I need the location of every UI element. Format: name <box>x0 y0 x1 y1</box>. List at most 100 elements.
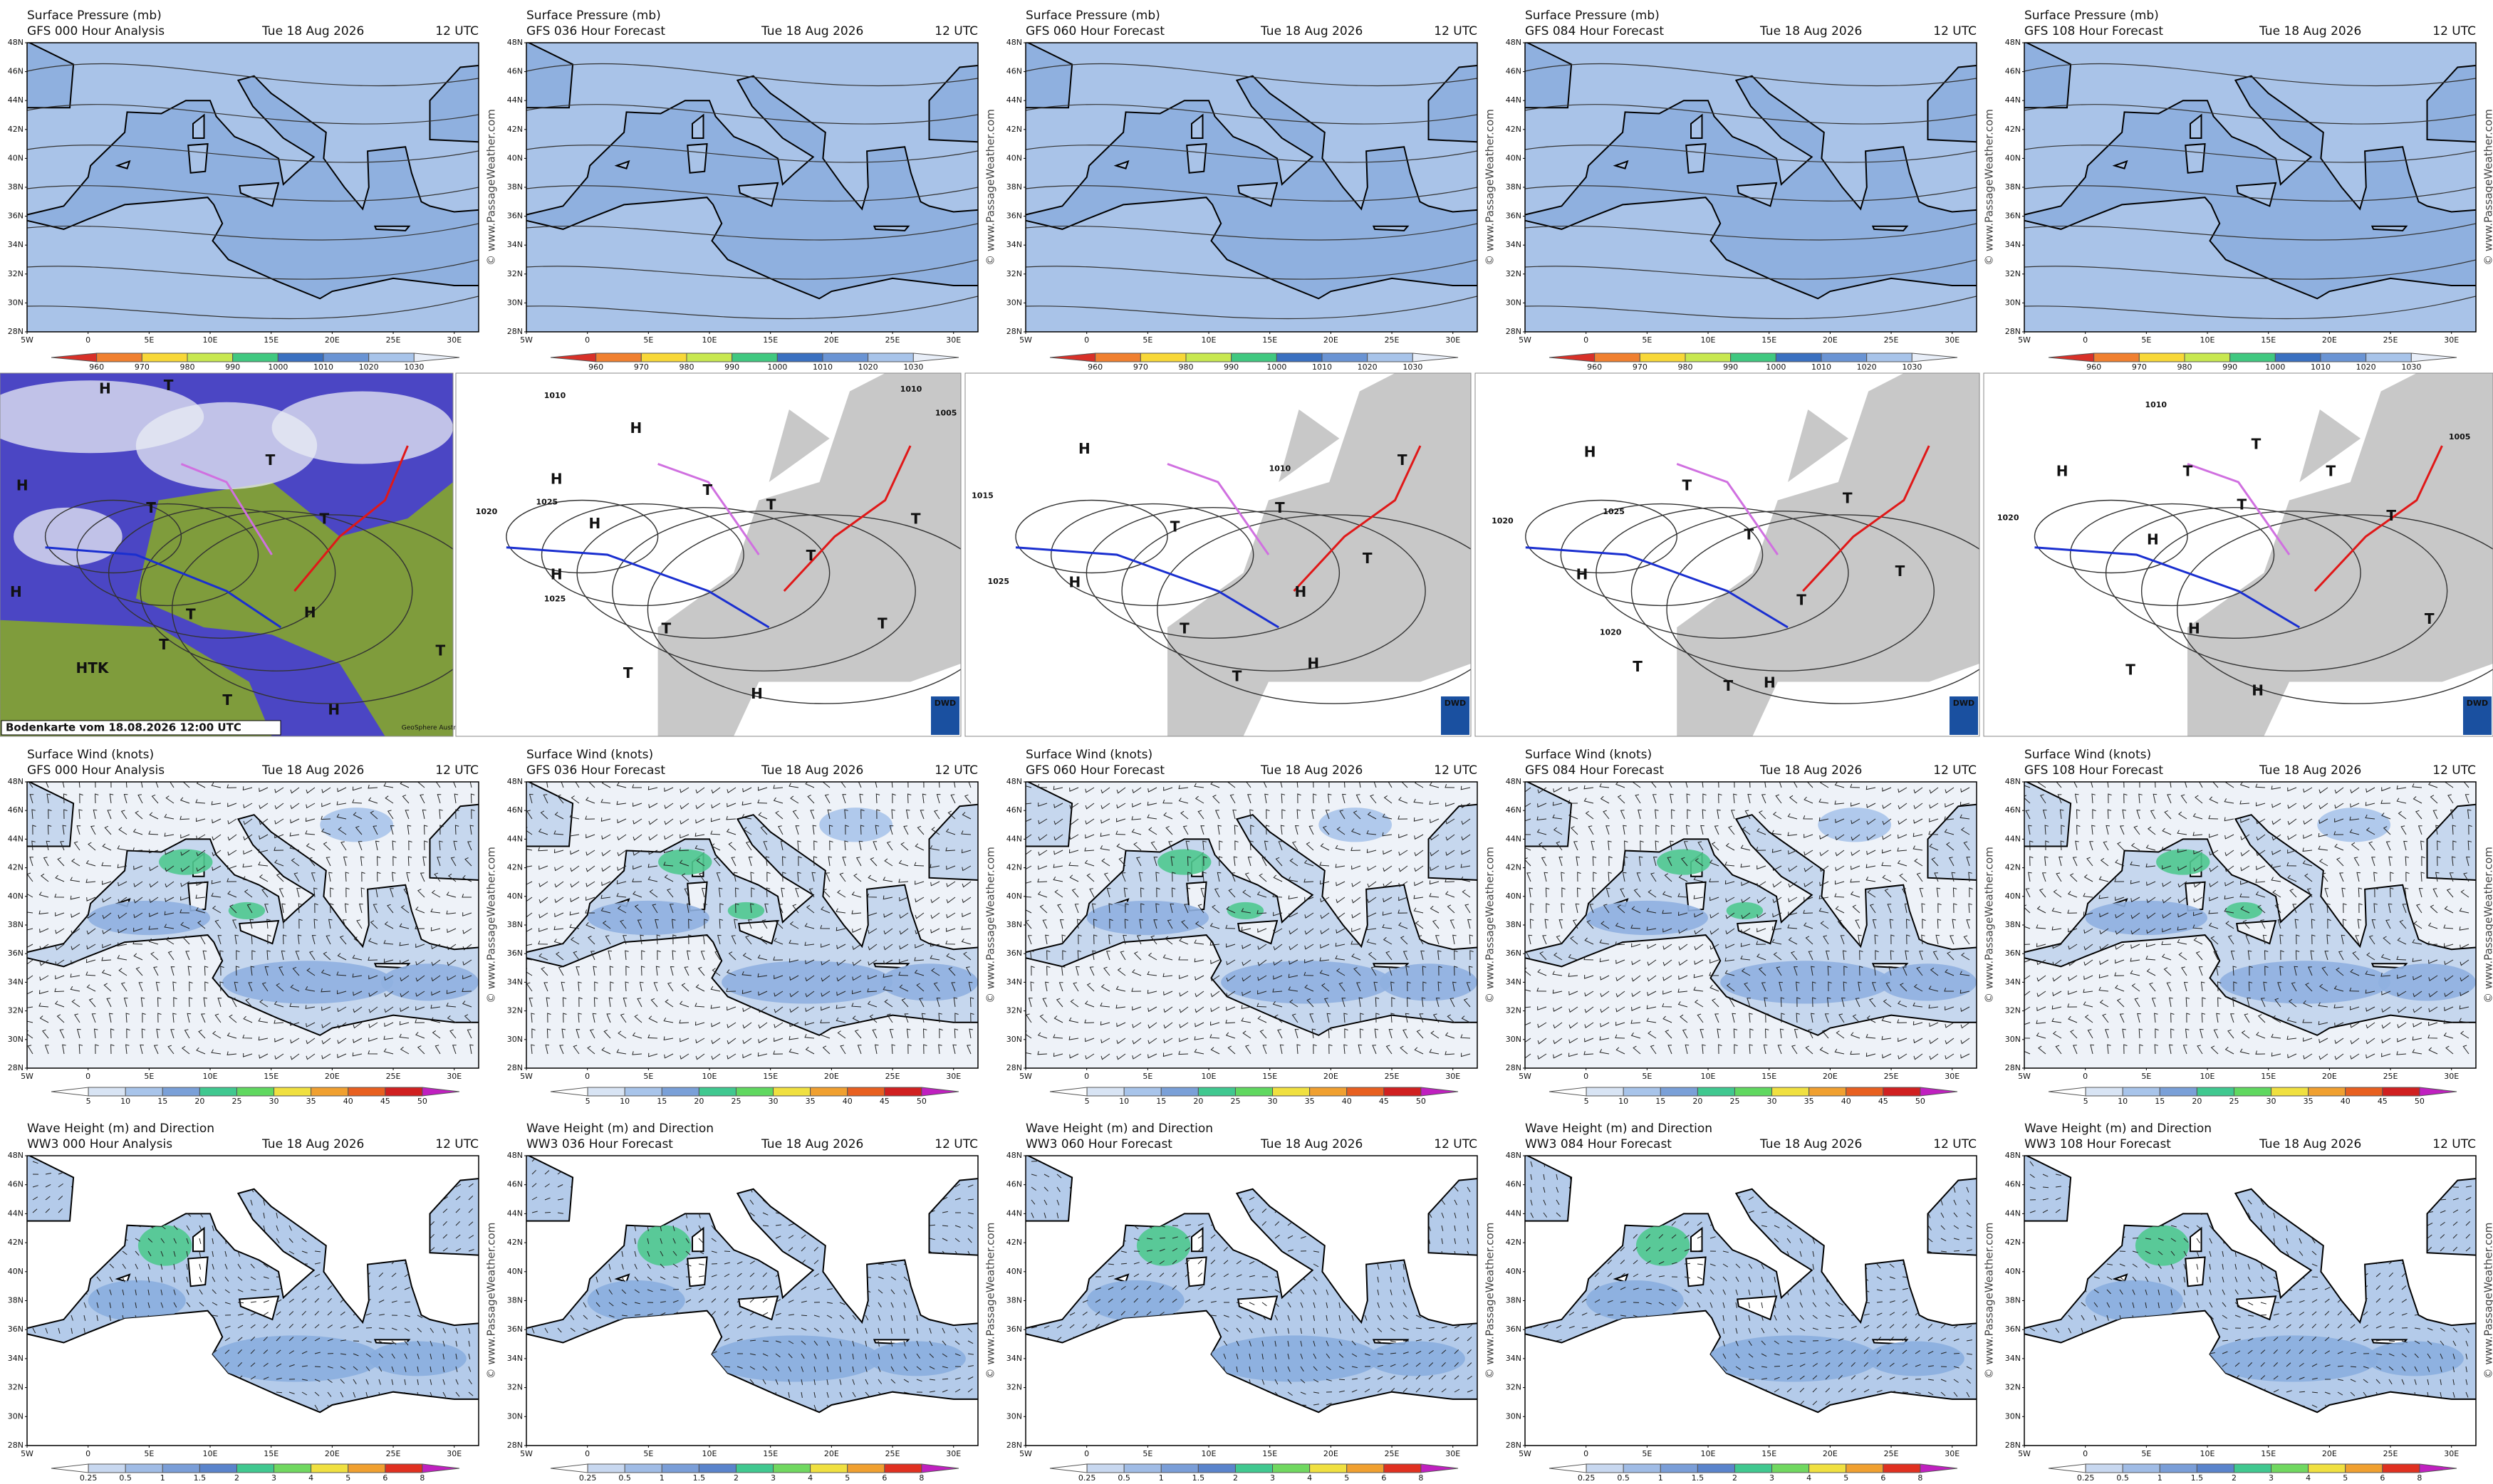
lon-tick-label: 20E <box>1823 1449 1838 1458</box>
lat-tick-label: 34N <box>8 240 24 249</box>
direction-marks <box>1525 782 1973 1060</box>
lon-tick-label: 30E <box>946 1072 961 1081</box>
lat-tick-label: 38N <box>8 182 24 192</box>
colorbar-cell <box>1160 1087 1199 1097</box>
colorbar-cell <box>1808 1463 1847 1473</box>
colorbar-cell <box>1734 1463 1773 1473</box>
colorbar-cell <box>2159 1463 2197 1473</box>
synoptic-label: H <box>16 477 28 494</box>
colorbar-label: 25 <box>731 1097 741 1106</box>
colorbar-cell <box>868 352 914 362</box>
lat-tick-label: 36N <box>507 211 523 221</box>
watermark: © www.PassageWeather.com <box>2482 109 2493 266</box>
synoptic-label: T <box>164 377 174 394</box>
isobar <box>2177 514 2493 704</box>
lat-tick-label: 34N <box>8 977 24 986</box>
lat-tick-label: 34N <box>507 1354 523 1363</box>
field-blob <box>1586 900 1709 936</box>
colorbar-end <box>921 1463 959 1473</box>
colorbar-label: 5 <box>345 1473 350 1483</box>
lat-tick-label: 42N <box>8 863 24 872</box>
colorbar-cell <box>2271 1463 2309 1473</box>
watermark: © www.PassageWeather.com <box>2482 1223 2493 1379</box>
lat-tick-label: 28N <box>1006 1063 1022 1072</box>
synoptic-chart: H H T T T T T T T H H 1010 1020 1005 <box>1984 373 2493 736</box>
colorbar-cell <box>1685 352 1732 362</box>
lon-tick-label: 0 <box>585 335 590 345</box>
warm-front <box>2314 445 2443 592</box>
logo: DWD <box>1953 699 1974 708</box>
lat-tick-label: 28N <box>507 327 523 336</box>
isobar <box>2140 511 2448 672</box>
satellite-land <box>0 620 272 736</box>
colorbar-end <box>1549 1087 1587 1097</box>
sea-layer <box>32 1156 475 1413</box>
colorbar-cell <box>735 1463 774 1473</box>
lat-tick-label: 34N <box>1506 1354 1521 1363</box>
watermark: © www.PassageWeather.com <box>1983 847 1996 1003</box>
colorbar-cell <box>1586 1463 1624 1473</box>
colorbar-label: 990 <box>1224 362 1239 372</box>
panel-date: Tue 18 Aug 2026 <box>1759 1137 1862 1151</box>
lon-tick-label: 10E <box>2200 1449 2215 1458</box>
isobar <box>44 499 182 574</box>
cold-front <box>45 546 282 629</box>
synoptic-label: 1010 <box>2145 400 2167 409</box>
field-blob <box>1221 961 1393 1004</box>
colorbar-label: 45 <box>1878 1097 1888 1106</box>
lat-tick-label: 44N <box>1506 1208 1521 1218</box>
colorbar-label: 25 <box>2229 1097 2239 1106</box>
island <box>692 113 704 139</box>
colorbar-label: 1000 <box>1766 362 1786 372</box>
sea <box>1525 782 1573 847</box>
colorbar-cell <box>236 1463 275 1473</box>
colorbar-label: 35 <box>1305 1097 1315 1106</box>
colorbar-label: 980 <box>1678 362 1693 372</box>
colorbar-cell <box>1276 352 1323 362</box>
lat-tick-label: 28N <box>1506 1063 1521 1072</box>
field-blob <box>2378 963 2476 1001</box>
isobar <box>1596 507 1849 639</box>
colorbar-label: 20 <box>194 1097 204 1106</box>
synoptic-chart: H H T T T H T H T T 1015 1025 1010 <box>965 373 1471 736</box>
colorbar-cell <box>348 1463 386 1473</box>
synoptic-label: T <box>320 510 330 527</box>
isobar <box>526 104 978 125</box>
lon-tick-label: 25E <box>885 335 900 345</box>
lat-tick-label: 42N <box>1006 863 1022 872</box>
colorbar-label: 15 <box>657 1097 667 1106</box>
island <box>738 1295 779 1321</box>
watermark: © www.PassageWeather.com <box>984 109 997 266</box>
colorbar-end <box>1549 1463 1587 1473</box>
colorbar-label: 0.5 <box>618 1473 631 1483</box>
panel-subtitle: GFS 084 Hour Forecast <box>1525 763 1664 778</box>
field-blob <box>210 1335 381 1382</box>
lat-tick-label: 40N <box>507 1267 523 1276</box>
colorbar-label: 20 <box>1193 1097 1203 1106</box>
colorbar-cell <box>1095 352 1141 362</box>
lat-tick-label: 46N <box>2005 1180 2021 1189</box>
sea <box>526 1156 574 1222</box>
synoptic-label: 1020 <box>476 507 498 516</box>
cold-front <box>506 546 770 629</box>
lon-tick-label: 25E <box>386 1449 401 1458</box>
isobar <box>1026 185 1477 202</box>
colorbar-cell <box>810 1463 848 1473</box>
lon-tick-label: 20E <box>1823 335 1838 345</box>
colorbar-cell <box>162 1087 200 1097</box>
lat-tick-label: 30N <box>1506 1411 1521 1421</box>
lat-tick-label: 38N <box>2005 1296 2021 1305</box>
field-blob <box>1878 963 1977 1001</box>
colorbar-cell <box>1660 1463 1698 1473</box>
sea <box>2024 1156 2072 1222</box>
synoptic-label: T <box>146 499 156 516</box>
colorbar-cell <box>311 1463 349 1473</box>
colorbar-label: 8 <box>919 1473 924 1483</box>
synoptic-label: T <box>2237 496 2247 513</box>
synoptic-label: 1005 <box>2449 432 2471 441</box>
caption: Bodenkarte vom 18.08.2026 12:00 UTC <box>6 721 241 734</box>
lat-tick-label: 28N <box>2005 1441 2021 1450</box>
lon-tick-label: 10E <box>702 1072 717 1081</box>
lon-tick-label: 5W <box>21 335 33 345</box>
